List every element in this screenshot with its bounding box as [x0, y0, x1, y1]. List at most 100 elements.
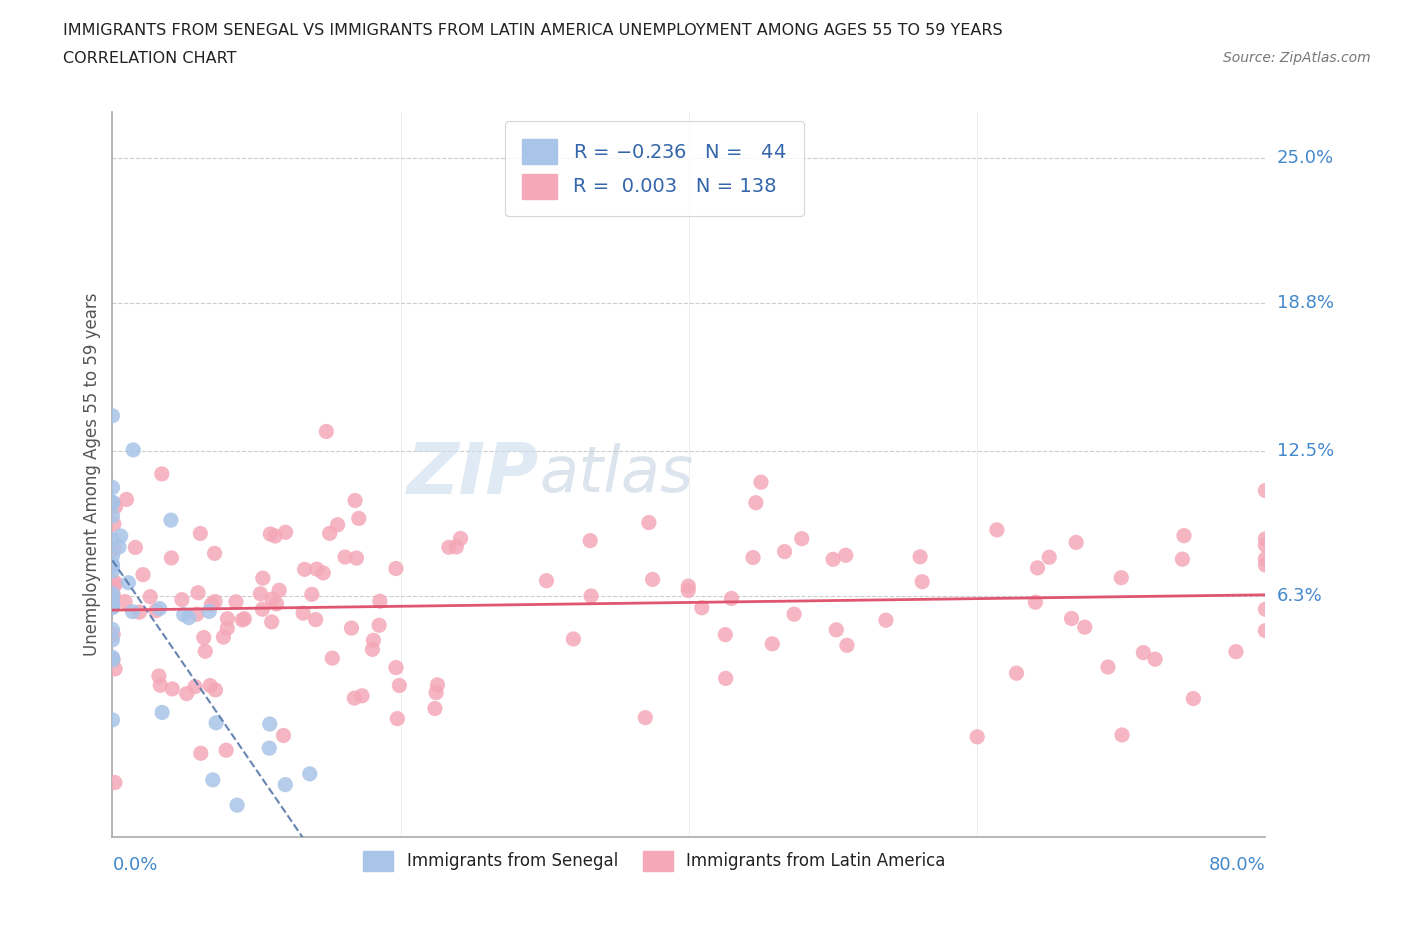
Point: [101, 599, 124, 614]
Point: [825, 622, 848, 637]
Point: [292, 605, 315, 620]
Point: [294, 562, 316, 577]
Point: [204, 546, 226, 561]
Point: [1225, 644, 1247, 659]
Point: [139, 590, 162, 604]
Legend: Immigrants from Senegal, Immigrants from Latin America: Immigrants from Senegal, Immigrants from…: [354, 843, 953, 880]
Point: [101, 596, 124, 611]
Point: [1111, 727, 1133, 742]
Point: [835, 638, 858, 653]
Text: IMMIGRANTS FROM SENEGAL VS IMMIGRANTS FROM LATIN AMERICA UNEMPLOYMENT AMONG AGES: IMMIGRANTS FROM SENEGAL VS IMMIGRANTS FR…: [63, 23, 1002, 38]
Point: [343, 691, 366, 706]
Point: [1144, 652, 1167, 667]
Point: [108, 539, 131, 554]
Point: [835, 548, 858, 563]
Point: [1060, 611, 1083, 626]
Point: [346, 551, 368, 565]
Point: [101, 549, 124, 564]
Point: [260, 591, 283, 606]
Point: [385, 561, 408, 576]
Point: [821, 551, 844, 566]
Point: [312, 565, 335, 580]
Point: [1074, 619, 1097, 634]
Point: [908, 550, 931, 565]
Point: [352, 688, 374, 703]
Point: [101, 586, 124, 601]
Point: [423, 701, 446, 716]
Point: [212, 630, 235, 644]
Text: 18.8%: 18.8%: [1277, 295, 1334, 312]
Point: [690, 601, 713, 616]
Point: [115, 492, 138, 507]
Point: [340, 620, 363, 635]
Point: [101, 480, 124, 495]
Point: [148, 669, 170, 684]
Point: [562, 631, 585, 646]
Point: [101, 712, 124, 727]
Point: [101, 632, 124, 647]
Point: [205, 715, 228, 730]
Text: 0.0%: 0.0%: [112, 856, 157, 873]
Point: [1171, 551, 1194, 566]
Point: [363, 633, 385, 648]
Point: [344, 493, 367, 508]
Point: [388, 678, 411, 693]
Point: [149, 678, 172, 693]
Point: [104, 661, 127, 676]
Point: [101, 650, 124, 665]
Point: [966, 729, 988, 744]
Point: [186, 606, 208, 621]
Point: [1254, 483, 1277, 498]
Point: [1254, 551, 1277, 566]
Point: [150, 705, 173, 720]
Point: [110, 528, 132, 543]
Point: [231, 613, 253, 628]
Point: [361, 642, 384, 657]
Text: ZIP: ZIP: [406, 440, 538, 509]
Point: [149, 601, 172, 616]
Point: [333, 550, 356, 565]
Point: [177, 610, 200, 625]
Text: 6.3%: 6.3%: [1277, 587, 1323, 605]
Point: [790, 531, 813, 546]
Point: [1254, 531, 1277, 546]
Point: [326, 517, 349, 532]
Point: [104, 775, 127, 790]
Point: [368, 618, 391, 632]
Point: [252, 571, 274, 586]
Point: [101, 509, 124, 524]
Point: [425, 685, 447, 700]
Point: [132, 567, 155, 582]
Point: [1254, 558, 1277, 573]
Point: [1254, 602, 1277, 617]
Point: [104, 575, 127, 590]
Point: [1132, 645, 1154, 660]
Point: [101, 495, 124, 510]
Point: [215, 743, 238, 758]
Point: [1111, 570, 1133, 585]
Point: [103, 588, 125, 603]
Point: [101, 532, 124, 547]
Point: [274, 777, 297, 792]
Point: [783, 606, 806, 621]
Point: [714, 627, 737, 642]
Point: [101, 564, 124, 578]
Point: [198, 604, 221, 618]
Point: [720, 591, 742, 605]
Point: [1097, 659, 1119, 674]
Point: [104, 499, 127, 514]
Point: [204, 594, 226, 609]
Text: 25.0%: 25.0%: [1277, 150, 1334, 167]
Point: [124, 540, 146, 555]
Point: [260, 615, 283, 630]
Point: [676, 583, 699, 598]
Point: [773, 544, 796, 559]
Point: [259, 717, 281, 732]
Point: [1173, 528, 1195, 543]
Point: [101, 590, 124, 604]
Point: [305, 612, 328, 627]
Point: [1064, 535, 1087, 550]
Point: [176, 686, 198, 701]
Point: [638, 515, 661, 530]
Text: atlas: atlas: [538, 444, 693, 505]
